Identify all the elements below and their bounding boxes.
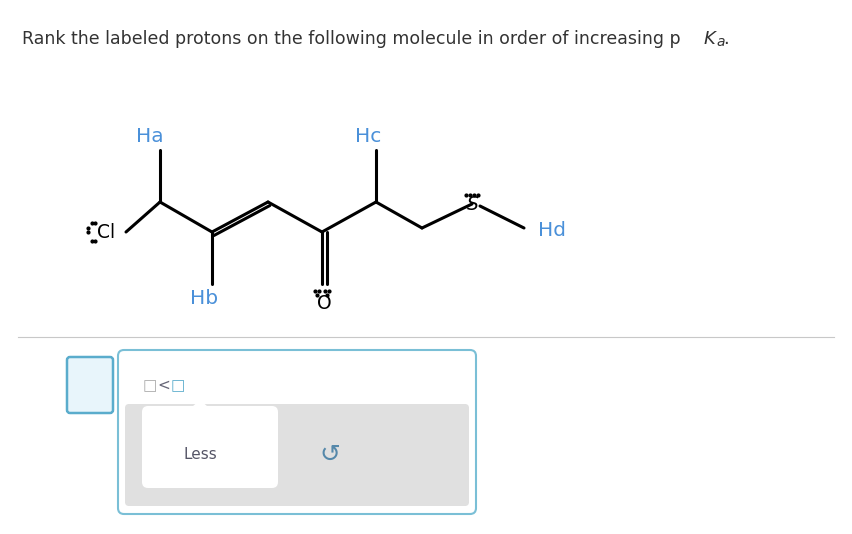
Text: Cl: Cl [97,223,115,241]
Text: Hd: Hd [538,221,566,240]
Text: □: □ [171,378,186,393]
Text: Rank the labeled protons on the following molecule in order of increasing p: Rank the labeled protons on the followin… [22,30,681,48]
Polygon shape [185,400,215,413]
FancyBboxPatch shape [125,404,469,506]
Text: O: O [317,294,331,313]
Text: Hb: Hb [190,289,218,308]
Text: Less: Less [183,447,217,462]
Text: Ha: Ha [136,127,164,146]
Text: $\mathit{K}$: $\mathit{K}$ [703,30,718,48]
Text: .: . [723,30,728,48]
Text: Hc: Hc [355,127,381,146]
Text: S: S [467,194,479,214]
FancyBboxPatch shape [118,350,476,514]
Text: ↺: ↺ [320,443,341,467]
FancyBboxPatch shape [142,406,278,488]
Text: $\mathit{a}$: $\mathit{a}$ [716,35,726,49]
FancyBboxPatch shape [67,357,113,413]
Text: <: < [157,378,170,393]
Text: □: □ [143,378,158,393]
